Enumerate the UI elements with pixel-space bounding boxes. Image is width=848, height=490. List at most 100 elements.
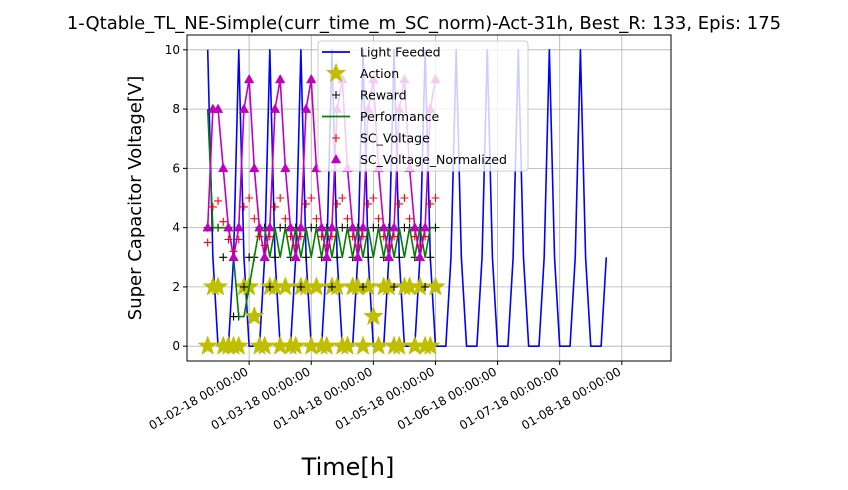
sc-voltage-point [421,232,430,241]
sc-voltage-point [312,214,321,223]
legend-entry-sc-voltage: SC_Voltage [332,131,430,146]
sc-voltage-point [426,199,435,208]
sc-voltage-point [250,214,259,223]
reward-point [271,253,279,262]
sc-voltage-normalized-point [316,222,327,232]
legend: Light Feeded Action Reward Performance SC_Vo… [317,40,529,172]
axes-frame [186,34,672,362]
sc-voltage-normalized-point [357,222,369,232]
sc-voltage-point [307,194,316,202]
sc-voltage-point [245,194,254,202]
sc-voltage-point [281,214,290,223]
sc-voltage-point [348,232,357,241]
sc-voltage-normalized-point [264,222,276,232]
sc-voltage-normalized-point [202,222,213,232]
legend-swatch [332,91,340,99]
sc-voltage-point [333,199,342,208]
sc-voltage-point [302,199,311,208]
sc-voltage-point [296,232,305,241]
sc-voltage-normalized-point [414,251,426,262]
sc-voltage-normalized-point [280,162,291,173]
legend-entry-sc-voltage-normalized: SC_Voltage_Normalized [330,152,507,167]
sc-voltage-point [271,202,279,211]
reward-point [364,253,373,262]
series-sc-voltage [203,194,440,256]
sc-voltage-point [317,232,326,241]
series-light-feeded [206,49,608,347]
sc-voltage-point [359,232,367,241]
sc-voltage-point [286,232,295,241]
y-tick-label: 8 [172,102,180,116]
sc-voltage-normalized-point [238,103,250,113]
sc-voltage-point [390,232,399,241]
y-tick-label: 10 [165,43,180,57]
sc-voltage-normalized-point [249,162,260,173]
action-point [244,305,265,326]
legend-swatch [332,134,340,142]
sc-voltage-point [395,199,404,208]
plot-area [197,49,608,355]
y-axis: 0 2 4 6 8 10 [165,43,187,353]
sc-voltage-point [431,194,440,202]
legend-label: SC_Voltage_Normalized [360,152,507,167]
sc-voltage-point [364,199,373,208]
sc-voltage-normalized-point [290,251,301,262]
reward-point [327,282,336,291]
sc-voltage-normalized-point [352,251,364,262]
y-axis-label: Super Capacitor Voltage[V] [125,76,146,320]
reward-point [296,282,305,291]
sc-voltage-point [405,214,414,223]
sc-voltage-normalized-point [378,222,389,232]
sc-voltage-point [410,232,419,241]
legend-label: Performance [360,109,440,124]
sc-voltage-point [343,214,352,223]
sc-voltage-normalized-point [233,222,244,232]
reward-point [239,282,248,291]
sc-voltage-point [276,194,285,202]
sc-voltage-normalized-point [347,222,358,232]
sc-voltage-point [379,232,388,241]
legend-swatch [325,62,347,83]
sc-voltage-normalized-point [285,222,296,232]
sc-voltage-normalized-point [321,251,332,262]
sc-voltage-normalized-point [383,251,395,262]
light-feeded-line [206,49,608,347]
series-performance [206,109,436,318]
sc-voltage-point [219,217,228,226]
reward-point [265,282,274,291]
sc-voltage-normalized-point [243,73,255,84]
sc-voltage-normalized-point [269,103,281,113]
sc-voltage-normalized-point [223,222,234,232]
sc-voltage-point [208,202,217,211]
legend-label: Action [360,66,399,81]
legend-entry-action: Action [325,62,399,83]
y-tick-label: 4 [172,221,180,235]
y-tick-label: 0 [172,339,180,353]
sc-voltage-point [255,232,264,241]
reward-point [219,253,228,262]
reward-point [426,253,435,262]
sc-voltage-point [203,238,212,247]
reward-point [302,253,311,262]
action-point [425,276,446,296]
action-point [363,305,384,326]
sc-voltage-normalized-point [274,73,286,84]
sc-voltage-normalized-point [326,222,338,232]
y-tick-label: 6 [172,161,180,175]
legend-swatch [330,153,342,164]
x-axis-label: Time[h] [301,453,395,481]
sc-voltage-normalized-point [419,222,431,232]
chart-title: 1-Qtable_TL_NE-Simple(curr_time_m_SC_nor… [67,13,781,34]
y-tick-label: 2 [172,280,180,294]
reward-point [333,253,342,262]
reward-point [395,253,404,262]
sc-voltage-normalized-point [212,103,224,113]
sc-voltage-point [369,194,378,202]
reward-point [421,282,430,291]
reward-point [359,282,367,291]
sc-voltage-point [400,194,409,202]
sc-voltage-normalized-point [300,103,312,113]
sc-voltage-normalized-point [295,222,307,232]
legend-box [317,40,529,172]
